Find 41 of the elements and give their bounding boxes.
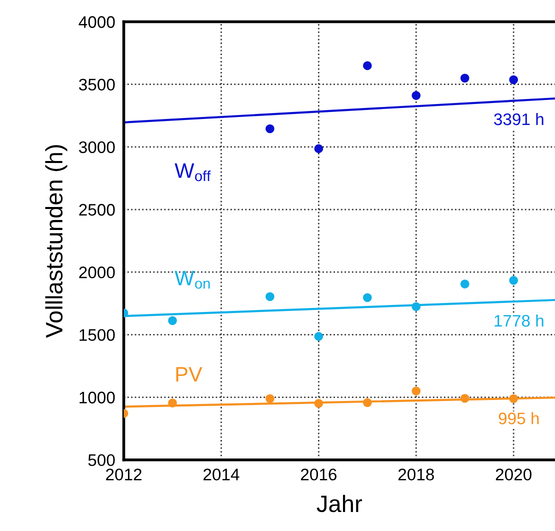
y-tick-label: 2500 [79, 204, 115, 216]
y-tick-label: 2000 [79, 266, 115, 278]
y-axis-title: Volllaststunden (h) [45, 145, 68, 338]
point [460, 74, 470, 82]
x-axis-title: Jahr [316, 494, 362, 512]
x-tick-label: 2020 [496, 468, 532, 480]
point [266, 124, 274, 134]
point [509, 75, 518, 84]
point [314, 332, 324, 341]
annotation: 995 h [498, 412, 539, 424]
y-tick-label: 1000 [80, 392, 115, 404]
annotation: 1778 h [494, 314, 544, 327]
text: W$_{off}$ [174, 163, 211, 182]
point [168, 316, 177, 326]
annotation: 3391 h [494, 112, 544, 126]
point [412, 302, 421, 312]
point [266, 394, 274, 404]
y-tick-label: 4000 [78, 16, 115, 28]
x-tick-label: 2012 [106, 468, 142, 480]
point [363, 398, 372, 408]
point [168, 398, 177, 408]
point [460, 280, 470, 288]
series-label: W$_{on}$ [174, 270, 210, 289]
point [266, 292, 274, 302]
series-label: PV [176, 367, 202, 382]
y-tick-label: 1500 [80, 329, 115, 341]
point [314, 399, 324, 408]
point [314, 144, 324, 154]
point [363, 293, 372, 302]
point [363, 61, 372, 70]
point [509, 394, 518, 404]
point [460, 394, 470, 403]
point [412, 91, 421, 100]
point [509, 276, 518, 285]
x-tick-label: 2016 [300, 468, 336, 480]
y-tick-label: 3500 [78, 78, 115, 91]
point [412, 386, 421, 396]
y-tick-label: 500 [88, 454, 115, 466]
x-tick-label: 2014 [204, 468, 240, 480]
x-tick-label: 2018 [398, 468, 434, 480]
y-tick-label: 3000 [78, 141, 115, 154]
